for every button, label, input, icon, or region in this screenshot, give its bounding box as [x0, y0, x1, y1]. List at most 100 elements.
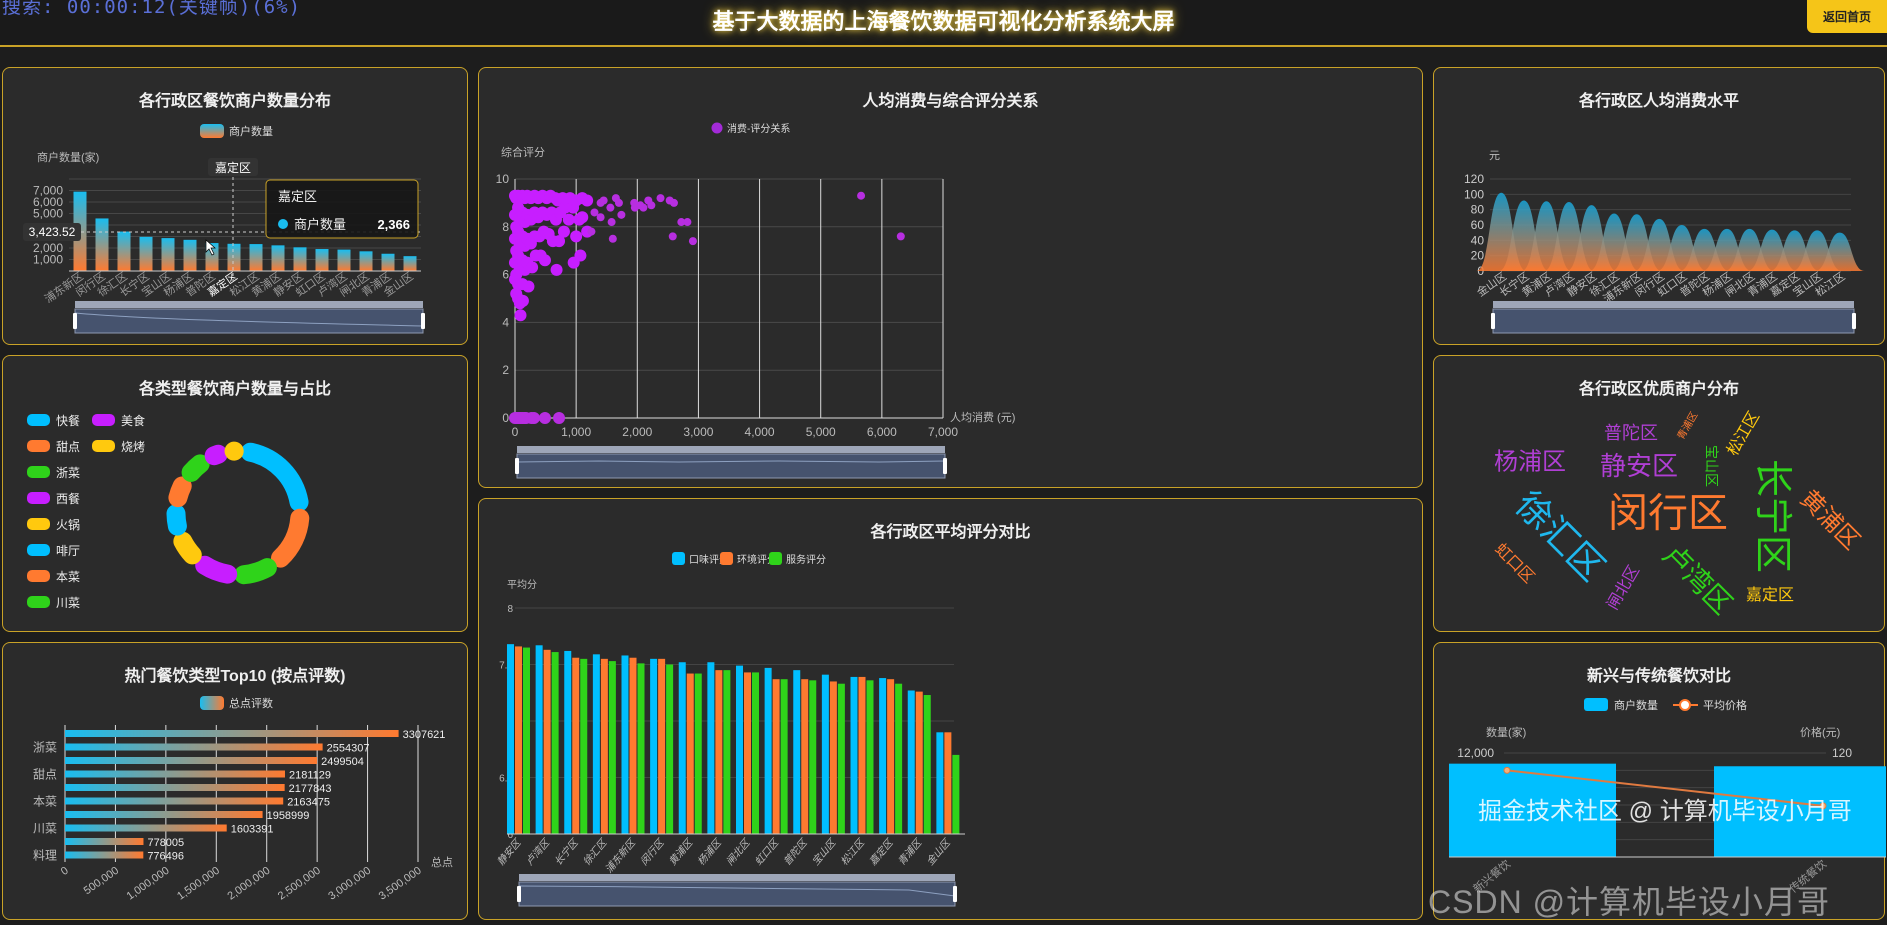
bar[interactable]	[523, 647, 530, 834]
donut-slice[interactable]	[195, 555, 238, 584]
bar[interactable]	[271, 245, 285, 271]
bar[interactable]	[403, 256, 417, 271]
bar[interactable]	[694, 673, 702, 834]
scatter-point[interactable]	[522, 280, 535, 293]
bar[interactable]	[621, 655, 629, 834]
scatter-point[interactable]	[574, 249, 587, 262]
bar[interactable]	[1714, 766, 1886, 857]
legend-swatch[interactable]	[1584, 698, 1608, 711]
datazoom-handle-right[interactable]	[421, 313, 425, 329]
scatter-point[interactable]	[553, 412, 566, 424]
bar[interactable]	[650, 658, 658, 834]
bar[interactable]	[65, 770, 285, 778]
scatter-point[interactable]	[669, 198, 678, 207]
price-point[interactable]	[1503, 766, 1511, 774]
bar[interactable]	[723, 670, 731, 834]
datazoom-bar[interactable]	[517, 446, 945, 453]
donut-slice[interactable]	[173, 531, 202, 565]
scatter-point[interactable]	[656, 194, 665, 203]
bar[interactable]	[65, 824, 227, 832]
legend-swatch[interactable]	[92, 440, 115, 452]
datazoom-slider[interactable]	[516, 453, 946, 479]
bar[interactable]	[915, 691, 923, 834]
donut-slice[interactable]	[204, 444, 228, 466]
datazoom-handle-left[interactable]	[515, 458, 519, 474]
scatter-point[interactable]	[553, 235, 566, 248]
district-merchant-bar-chart[interactable]: 商户数量商户数量(家)1,0002,0005,0006,0007,000浦东新区…	[3, 68, 469, 346]
scatter-point[interactable]	[639, 203, 648, 212]
bar[interactable]	[752, 672, 759, 834]
bar[interactable]	[95, 218, 109, 271]
bar[interactable]	[772, 679, 780, 834]
bar[interactable]	[629, 657, 637, 834]
bar[interactable]	[65, 743, 323, 751]
bar[interactable]	[65, 797, 284, 805]
legend-swatch[interactable]	[27, 518, 50, 530]
scatter-point[interactable]	[688, 237, 697, 246]
bar[interactable]	[944, 732, 952, 834]
donut-slice[interactable]	[166, 504, 187, 536]
legend-swatch[interactable]	[27, 414, 50, 426]
bar[interactable]	[686, 673, 694, 834]
scatter-point[interactable]	[516, 294, 529, 307]
scatter-point[interactable]	[514, 309, 527, 322]
scatter-point[interactable]	[596, 213, 605, 222]
datazoom-handle-right[interactable]	[953, 886, 957, 902]
bar[interactable]	[600, 658, 608, 834]
bar[interactable]	[608, 661, 616, 834]
donut-slice[interactable]	[271, 508, 310, 568]
datazoom-handle-right[interactable]	[1852, 313, 1856, 329]
bar[interactable]	[535, 645, 543, 834]
scatter-point[interactable]	[617, 210, 626, 219]
datazoom-bar[interactable]	[1493, 301, 1854, 308]
scatter-point[interactable]	[526, 261, 539, 274]
scatter-point[interactable]	[550, 263, 563, 276]
district-rating-grouped-bar-chart[interactable]: 口味评分环境评分服务评分平均分66.577.58静安区卢湾区长宁区徐汇区浦东新区…	[479, 499, 1424, 921]
scatter-point[interactable]	[608, 234, 617, 243]
bar[interactable]	[715, 670, 723, 834]
bar[interactable]	[879, 678, 887, 834]
legend-swatch[interactable]	[27, 570, 50, 582]
bar[interactable]	[637, 663, 645, 834]
bar[interactable]	[809, 680, 817, 834]
bar[interactable]	[249, 244, 263, 271]
scatter-point[interactable]	[538, 254, 551, 267]
bar[interactable]	[65, 730, 399, 737]
back-home-button[interactable]: 返回首页	[1807, 0, 1887, 33]
bar[interactable]	[65, 851, 144, 859]
legend-swatch[interactable]	[27, 492, 50, 504]
bar[interactable]	[666, 664, 674, 835]
scatter-point[interactable]	[607, 218, 616, 227]
district-price-mountain-chart[interactable]: 元020406080100120金山区长宁区黄浦区卢湾区静安区徐汇区浦东新区闵行…	[1434, 68, 1886, 346]
bar[interactable]	[515, 646, 522, 834]
bar[interactable]	[850, 676, 858, 834]
scatter-point[interactable]	[538, 412, 551, 424]
scatter-point[interactable]	[562, 213, 575, 226]
bar[interactable]	[866, 680, 874, 834]
datazoom-bar[interactable]	[75, 301, 423, 308]
bar[interactable]	[592, 654, 600, 834]
bar[interactable]	[678, 662, 686, 834]
scatter-point[interactable]	[576, 211, 589, 224]
bar[interactable]	[293, 247, 307, 271]
bar[interactable]	[65, 838, 144, 845]
bar[interactable]	[952, 754, 960, 834]
bar[interactable]	[744, 672, 751, 834]
bar[interactable]	[580, 658, 588, 834]
legend-swatch[interactable]	[672, 552, 685, 565]
bar[interactable]	[315, 249, 329, 271]
scatter-point[interactable]	[570, 230, 583, 243]
bar[interactable]	[780, 679, 788, 834]
bar[interactable]	[764, 667, 772, 834]
bar[interactable]	[359, 251, 373, 271]
donut-slice[interactable]	[181, 454, 210, 482]
legend-swatch[interactable]	[27, 440, 50, 452]
bar[interactable]	[895, 683, 903, 834]
bar[interactable]	[183, 239, 197, 271]
scatter-point[interactable]	[683, 218, 692, 227]
bar[interactable]	[572, 657, 580, 834]
scatter-point[interactable]	[677, 218, 686, 227]
scatter-point[interactable]	[581, 194, 594, 207]
